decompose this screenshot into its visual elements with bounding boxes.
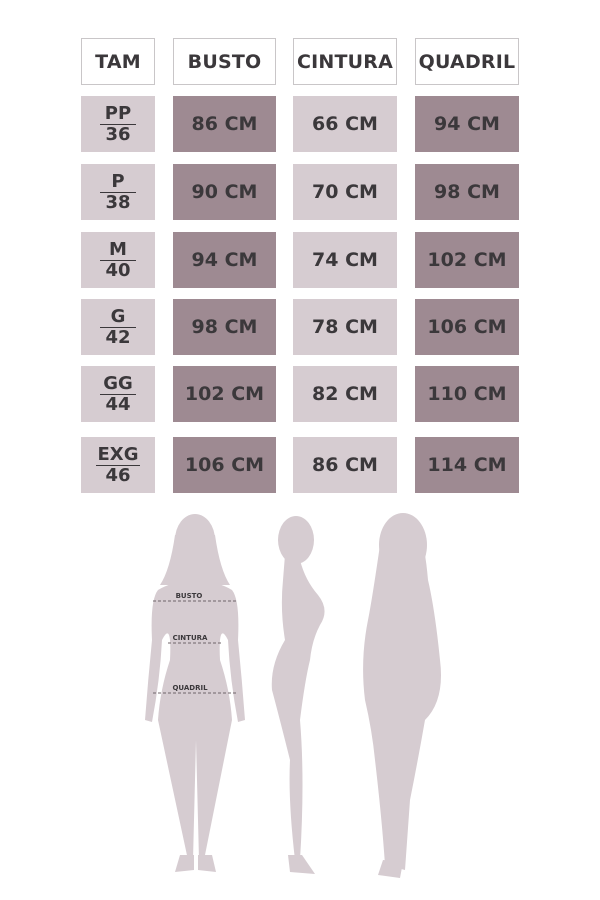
- busto-cell: 90 CM: [173, 164, 276, 220]
- busto-cell: 86 CM: [173, 96, 276, 152]
- header-quadril: QUADRIL: [415, 38, 519, 85]
- cintura-cell: 86 CM: [293, 437, 397, 493]
- busto-cell: 106 CM: [173, 437, 276, 493]
- busto-cell: 102 CM: [173, 366, 276, 422]
- cintura-cell: 82 CM: [293, 366, 397, 422]
- size-number: 40: [105, 259, 131, 281]
- busto-cell: 98 CM: [173, 299, 276, 355]
- cintura-cell: 78 CM: [293, 299, 397, 355]
- size-letter: GG: [100, 373, 136, 395]
- size-letter: PP: [100, 103, 136, 125]
- header-tam: TAM: [81, 38, 155, 85]
- size-number: 36: [105, 123, 131, 145]
- busto-figure-label: BUSTO: [176, 592, 203, 600]
- quadril-figure-label: QUADRIL: [172, 684, 208, 692]
- size-cell: EXG 46: [81, 437, 155, 493]
- quadril-cell: 94 CM: [415, 96, 519, 152]
- busto-cell: 94 CM: [173, 232, 276, 288]
- quadril-cell: 106 CM: [415, 299, 519, 355]
- header-cintura: CINTURA: [293, 38, 397, 85]
- quadril-cell: 114 CM: [415, 437, 519, 493]
- quadril-cell: 102 CM: [415, 232, 519, 288]
- quadril-cell: 110 CM: [415, 366, 519, 422]
- size-cell: M 40: [81, 232, 155, 288]
- size-number: 46: [105, 464, 131, 486]
- quadril-cell: 98 CM: [415, 164, 519, 220]
- size-number: 38: [105, 191, 131, 213]
- size-letter: EXG: [95, 443, 141, 466]
- size-letter: G: [100, 306, 136, 328]
- size-cell: G 42: [81, 299, 155, 355]
- size-letter: P: [100, 171, 136, 193]
- size-number: 44: [105, 393, 131, 415]
- cintura-cell: 66 CM: [293, 96, 397, 152]
- size-number: 42: [105, 326, 131, 348]
- cintura-cell: 74 CM: [293, 232, 397, 288]
- size-cell: PP 36: [81, 96, 155, 152]
- side-silhouette: [271, 516, 325, 874]
- size-letter: M: [100, 239, 136, 261]
- back-silhouette: [363, 513, 441, 878]
- cintura-figure-label: CINTURA: [173, 634, 208, 642]
- size-cell: GG 44: [81, 366, 155, 422]
- front-silhouette: [145, 514, 245, 872]
- header-busto: BUSTO: [173, 38, 276, 85]
- cintura-cell: 70 CM: [293, 164, 397, 220]
- size-cell: P 38: [81, 164, 155, 220]
